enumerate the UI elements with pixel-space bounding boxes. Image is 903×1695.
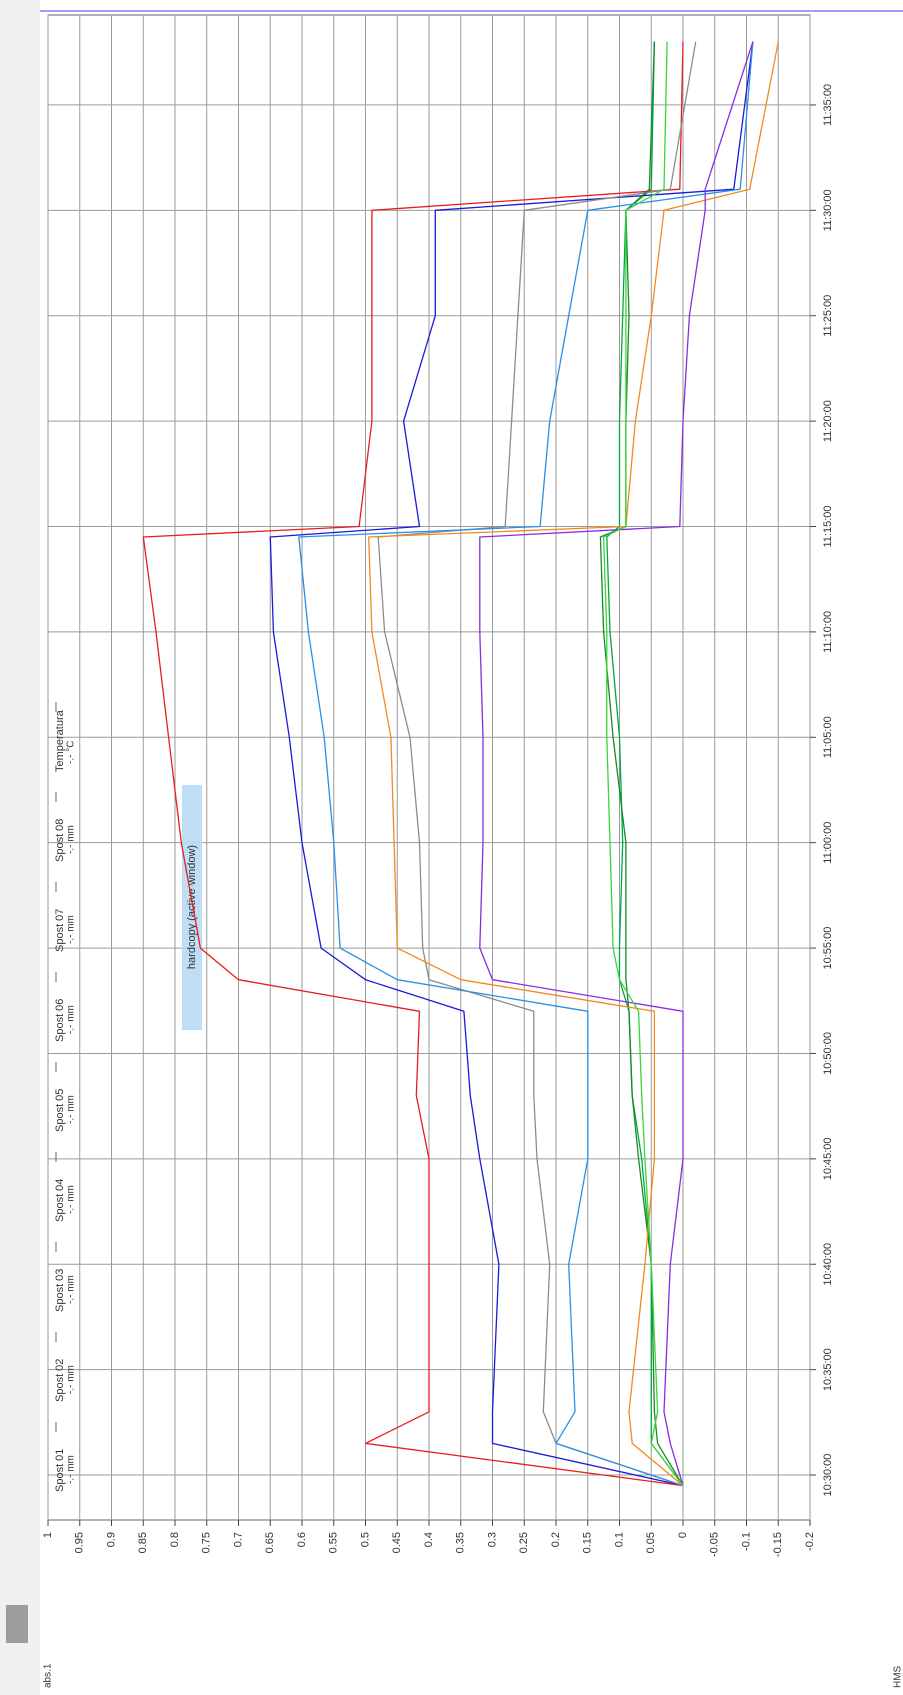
y-tick-label: -0.15 xyxy=(772,1532,784,1557)
series-line xyxy=(298,41,754,1487)
legend-unit: -.- mm xyxy=(66,1365,77,1394)
y-tick-label: 0.55 xyxy=(328,1532,340,1553)
x-tick-label: 11:35:00 xyxy=(822,84,834,126)
series-line xyxy=(602,41,684,1486)
legend-unit: -.- mm xyxy=(66,825,77,854)
x-tick-label: 11:20:00 xyxy=(822,400,834,442)
legend-unit: -.- mm xyxy=(66,1185,77,1214)
series-line xyxy=(142,41,684,1487)
y-tick-label: -0.2 xyxy=(804,1532,816,1551)
y-tick-label: 0 xyxy=(677,1532,689,1538)
annotation-box xyxy=(182,785,202,1030)
x-tick-label: 10:45:00 xyxy=(822,1137,834,1180)
legend-unit: -.- mm xyxy=(66,1455,77,1484)
y-tick-label: 0.05 xyxy=(645,1532,657,1553)
series-line xyxy=(368,41,779,1487)
y-tick-label: 1 xyxy=(42,1532,54,1538)
y-tick-label: 0.9 xyxy=(105,1532,117,1547)
series-line xyxy=(269,41,754,1487)
x-tick-label: 10:35:00 xyxy=(822,1348,834,1391)
legend-unit: -.- mm xyxy=(66,915,77,944)
y-tick-label: 0.35 xyxy=(455,1532,467,1553)
y-tick-label: 0.3 xyxy=(486,1532,498,1547)
y-tick-label: 0.4 xyxy=(423,1532,435,1547)
scroll-thumb[interactable] xyxy=(6,1605,28,1643)
legend-unit: -.- mm xyxy=(66,1275,77,1304)
y-tick-label: 0.6 xyxy=(296,1532,308,1547)
y-tick-label: 0.15 xyxy=(582,1532,594,1553)
legend-entry: Spost 03 xyxy=(54,1269,66,1312)
x-tick-label: 11:15:00 xyxy=(822,505,834,547)
x-tick-label: 11:10:00 xyxy=(822,611,834,653)
y-tick-label: 0.25 xyxy=(518,1532,530,1553)
x-tick-label: 10:40:00 xyxy=(822,1243,834,1286)
series-line xyxy=(479,41,754,1486)
series-line xyxy=(377,41,697,1487)
legend-entry: Spost 01 xyxy=(54,1449,66,1492)
legend-unit: -.- mm xyxy=(66,1005,77,1034)
legend-entry: Spost 07 xyxy=(54,909,66,952)
legend-unit: -.- °C xyxy=(66,741,77,764)
y-tick-label: 0.65 xyxy=(264,1532,276,1553)
y-tick-label: 0.8 xyxy=(169,1532,181,1547)
x-tick-label: 11:05:00 xyxy=(822,716,834,758)
legend-unit: -.- mm xyxy=(66,1095,77,1124)
legend-entry: Spost 02 xyxy=(54,1359,66,1402)
x-tick-label: 11:25:00 xyxy=(822,295,834,337)
x-tick-label: 10:50:00 xyxy=(822,1032,834,1075)
y-tick-label: 0.95 xyxy=(74,1532,86,1553)
y-tick-label: 0.7 xyxy=(232,1532,244,1547)
legend-entry: Spost 04 xyxy=(54,1179,66,1222)
x-tick-label: 10:55:00 xyxy=(822,927,834,970)
y-tick-label: 0.1 xyxy=(613,1532,625,1547)
legend-entry: Temperatura xyxy=(54,709,66,772)
y-tick-label: -0.1 xyxy=(740,1532,752,1551)
y-tick-label: -0.05 xyxy=(709,1532,721,1557)
y-tick-label: 0.85 xyxy=(137,1532,149,1553)
x-axis-label: HMS xyxy=(893,1665,903,1688)
x-tick-label: 11:00:00 xyxy=(822,822,834,864)
y-axis-label: abs.1 xyxy=(43,1663,54,1688)
annotation: hardcopy (active window) xyxy=(186,845,198,969)
x-tick-label: 11:30:00 xyxy=(822,189,834,231)
y-tick-label: 0.2 xyxy=(550,1532,562,1547)
side-panel xyxy=(0,0,40,1695)
x-tick-label: 10:30:00 xyxy=(822,1454,834,1497)
legend-entry: Spost 06 xyxy=(54,999,66,1042)
y-tick-label: 0.75 xyxy=(201,1532,213,1553)
y-tick-label: 0.45 xyxy=(391,1532,403,1553)
legend-entry: Spost 08 xyxy=(54,819,66,862)
legend-entry: Spost 05 xyxy=(54,1089,66,1132)
y-tick-label: 0.5 xyxy=(359,1532,371,1547)
